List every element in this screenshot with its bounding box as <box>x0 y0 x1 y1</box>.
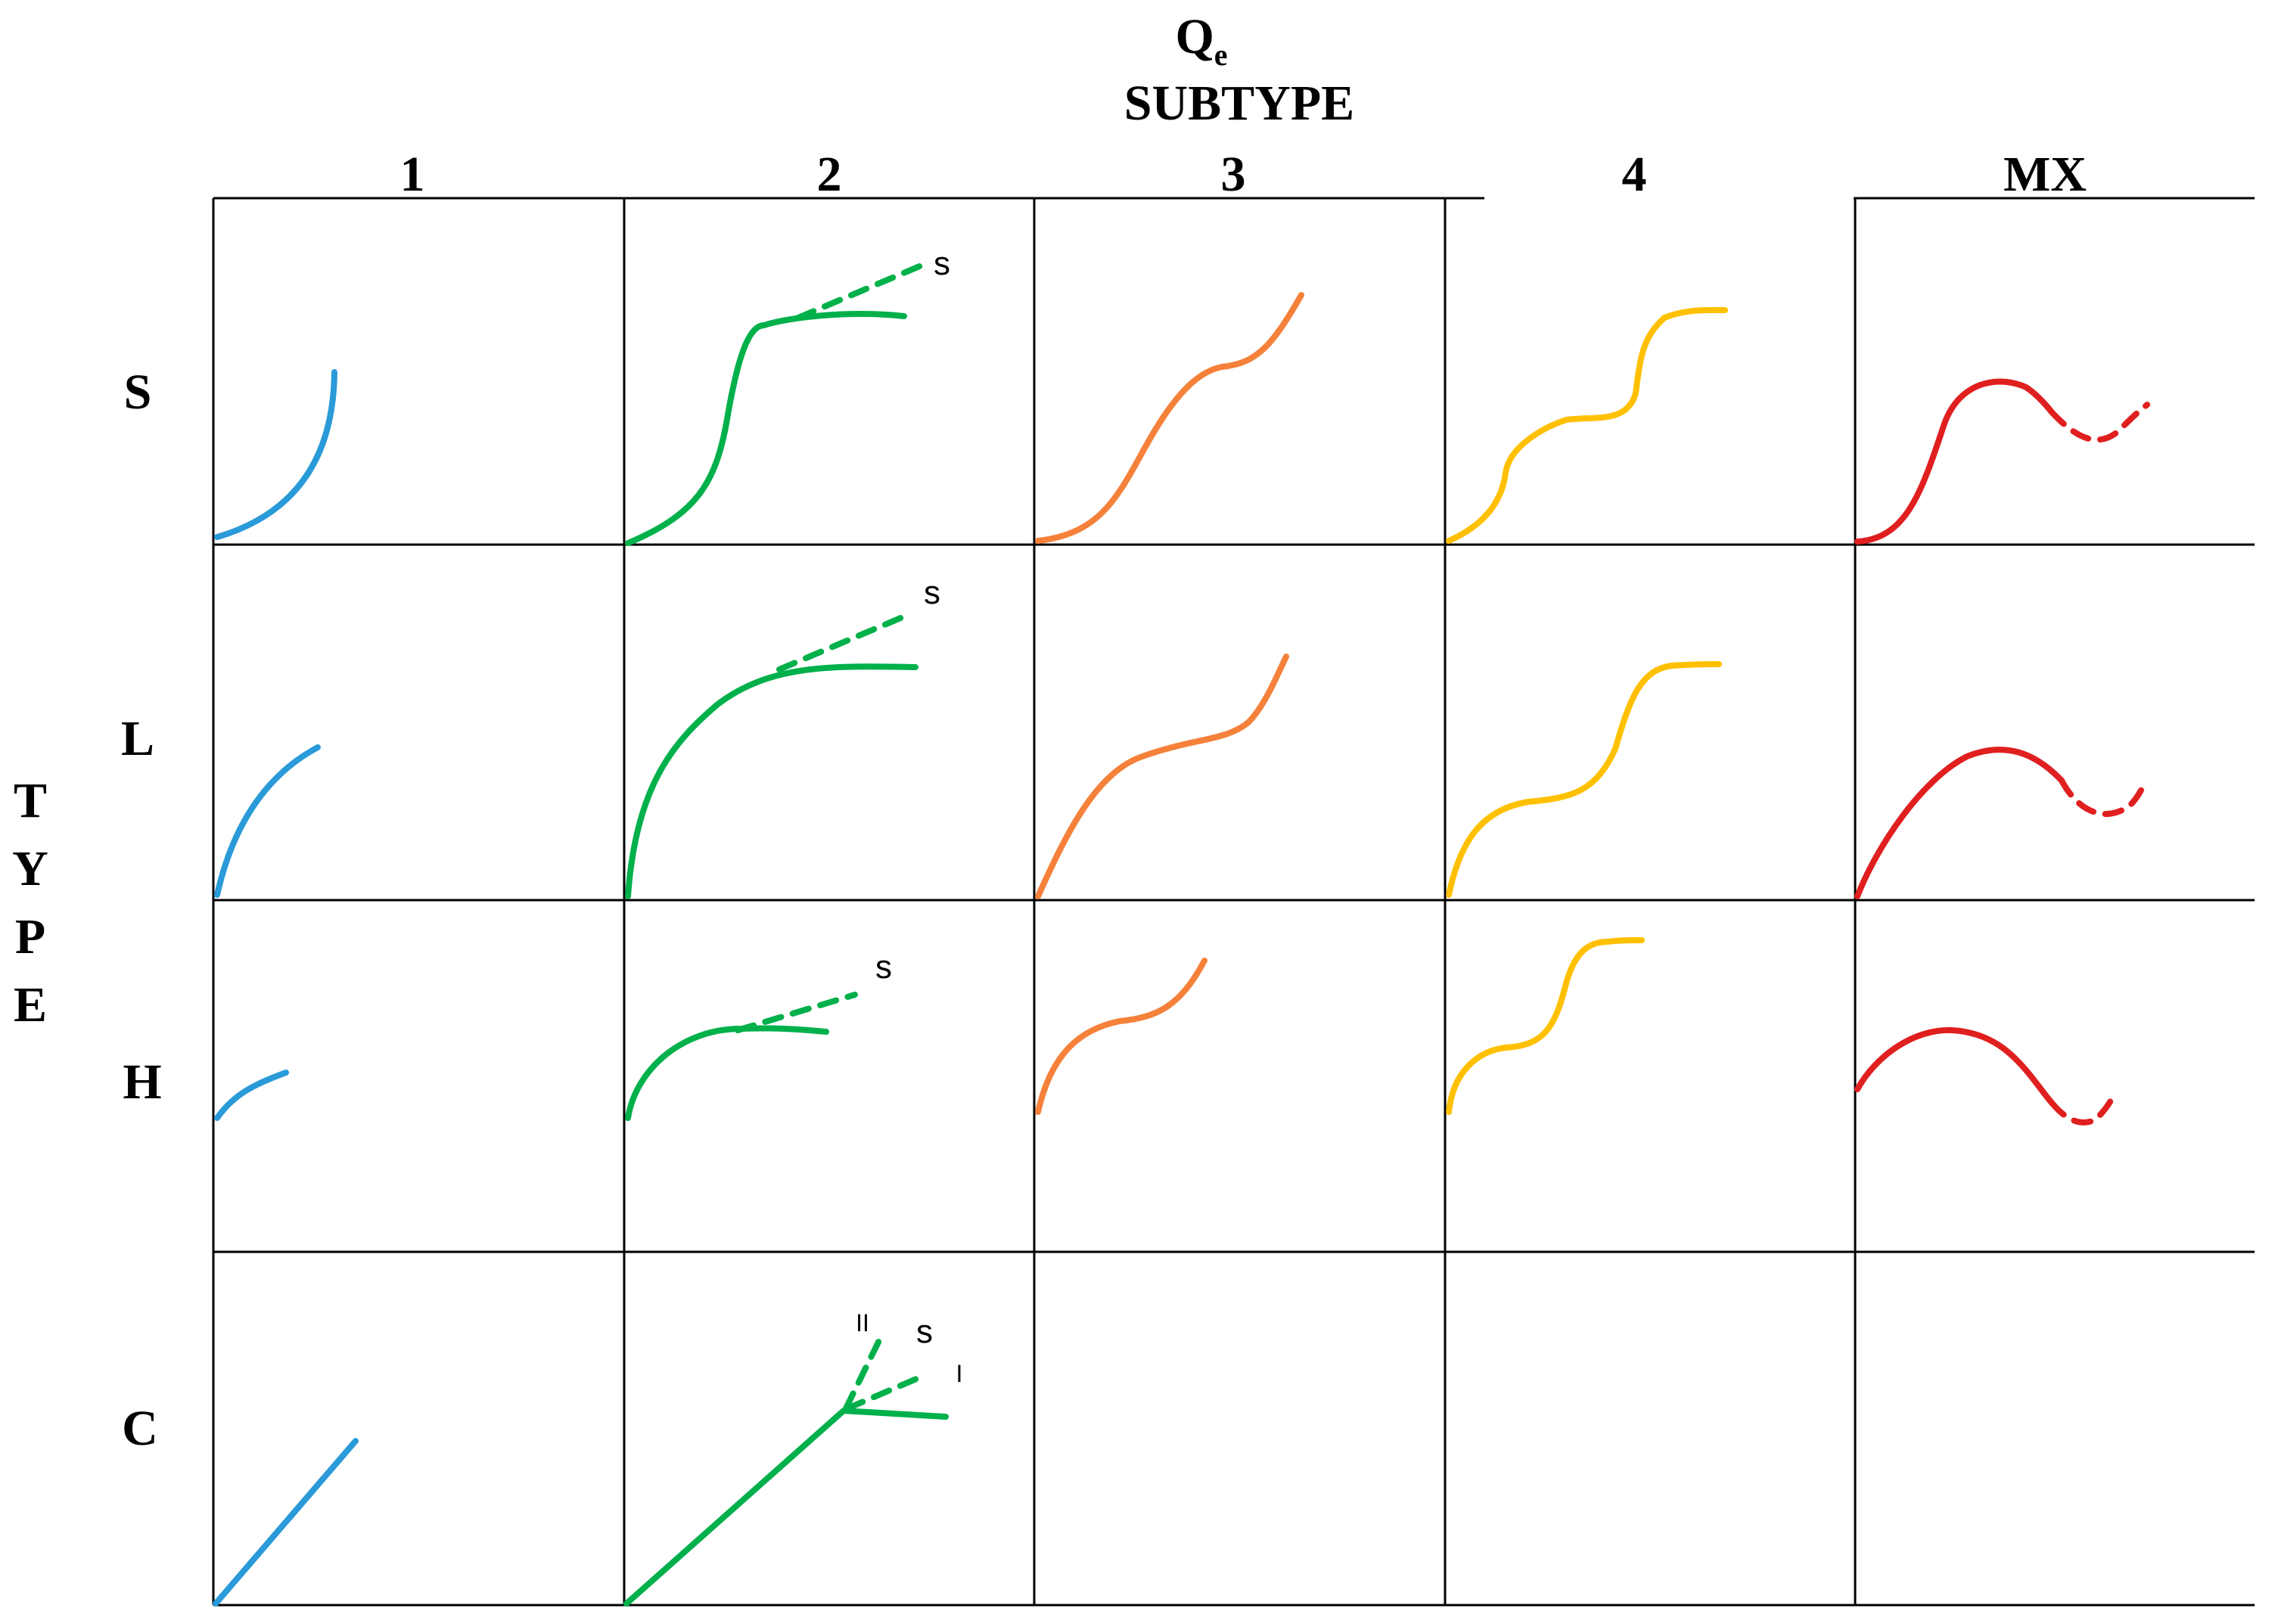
curve-h-2-dashed-branch <box>735 992 858 1033</box>
curve-l-1 <box>214 744 321 898</box>
curve-l-4 <box>1446 661 1722 898</box>
curve-h-mx <box>1854 1026 2055 1106</box>
curve-h-1 <box>214 1070 289 1121</box>
curve-h-mx-dashed <box>2049 1098 2114 1126</box>
curve-s-1 <box>214 369 337 540</box>
row-header-c: C <box>122 1401 158 1456</box>
label-roman-one: I <box>956 1360 963 1387</box>
type-letter-p: P <box>15 909 45 964</box>
curve-c-2-dashed-branch-ii <box>843 1328 887 1411</box>
column-header-3: 3 <box>1221 147 1246 202</box>
label-s-row-c: s <box>916 1313 933 1350</box>
curve-l-mx <box>1854 747 2065 899</box>
curve-h-3 <box>1035 958 1207 1115</box>
curve-s-4 <box>1446 306 1728 544</box>
curve-s-2-dashed-branch <box>795 262 926 321</box>
curve-s-mx <box>1854 378 2055 545</box>
curve-h-4 <box>1446 937 1645 1115</box>
curve-s-mx-dashed <box>2049 402 2150 443</box>
column-header-2: 2 <box>817 147 842 202</box>
type-letter-t: T <box>14 773 47 828</box>
type-letter-e: E <box>14 977 47 1032</box>
type-letter-y: Y <box>12 841 48 896</box>
label-s-row-s: s <box>934 245 950 282</box>
row-header-l: L <box>121 711 154 766</box>
axis-title-qe: Qe <box>1175 9 1227 72</box>
curve-s-3 <box>1035 292 1304 544</box>
row-header-h: H <box>123 1054 161 1110</box>
curve-l-3 <box>1035 654 1289 899</box>
label-s-row-h: s <box>875 949 892 986</box>
curve-l-2-dashed-branch <box>776 613 907 672</box>
row-header-s: S <box>124 365 152 420</box>
column-header-4: 4 <box>1622 147 1647 202</box>
label-s-row-l: s <box>924 574 940 611</box>
label-roman-two: II <box>856 1309 869 1337</box>
curve-c-1 <box>213 1438 359 1607</box>
curve-l-mx-dashed <box>2059 778 2148 817</box>
column-header-mx: MX <box>2003 147 2087 202</box>
classification-grid <box>212 197 2255 1607</box>
axis-title-subtype: SUBTYPE <box>1124 76 1354 131</box>
curve-h-2 <box>625 1025 829 1121</box>
curve-c-2-dashed-branch-i <box>844 1374 925 1411</box>
column-header-1: 1 <box>400 147 425 202</box>
curve-l-2 <box>625 663 918 899</box>
curve-c-2 <box>623 1408 949 1607</box>
curve-s-2 <box>625 311 907 546</box>
